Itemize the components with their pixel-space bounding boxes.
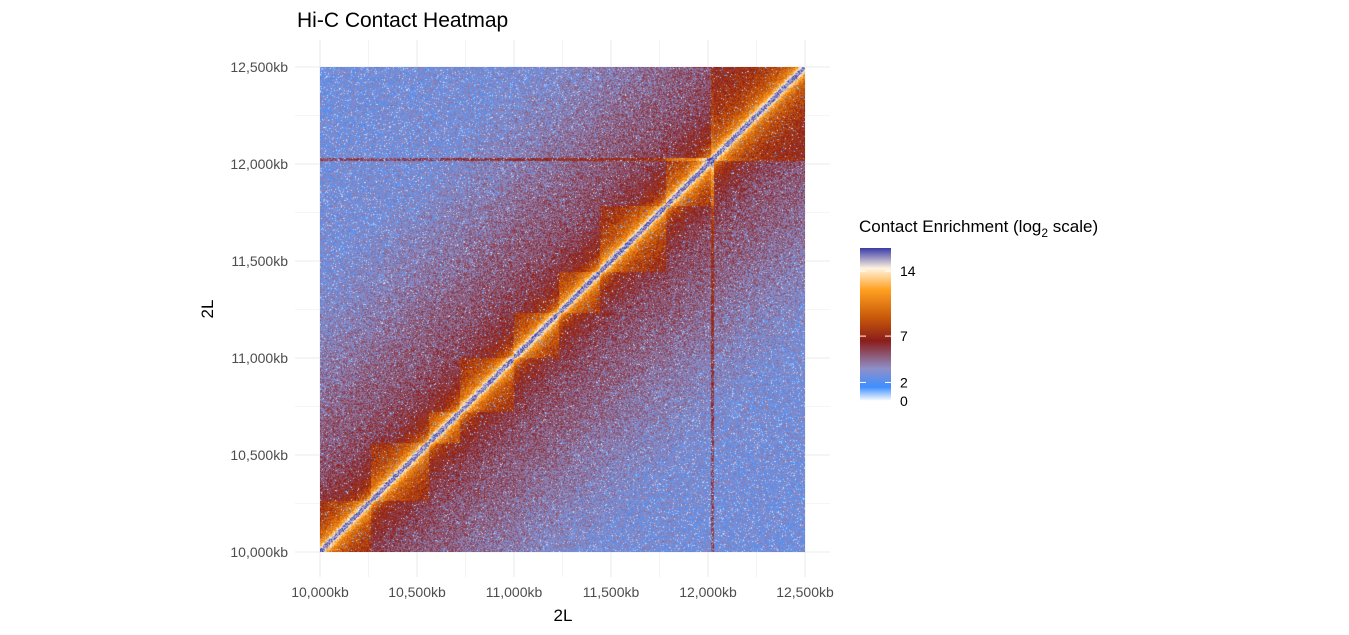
y-axis-ticks: 10,000kb 10,500kb 11,000kb 11,500kb 12,000kb… [230,59,288,560]
legend-tick-label: 0 [900,393,908,409]
legend-title-main: Contact Enrichment (log [859,217,1041,236]
x-tick-label: 10,000kb [291,584,349,600]
legend-ticks: 0 2 7 14 [860,263,916,409]
legend-title-subscript: 2 [1041,226,1048,240]
y-tick-label: 10,500kb [230,447,288,463]
legend-tick-label: 2 [900,374,908,390]
heatmap-area [320,67,805,552]
legend-title-end: scale) [1048,217,1098,236]
y-tick-label: 12,000kb [230,156,288,172]
x-tick-label: 10,500kb [388,584,446,600]
y-tick-label: 11,500kb [231,253,288,269]
chart-title: Hi-C Contact Heatmap [297,9,508,32]
x-tick-label: 12,500kb [776,584,834,600]
x-tick-label: 11,000kb [486,584,543,600]
y-tick-label: 12,500kb [230,59,288,75]
y-tick-label: 11,000kb [231,350,288,366]
x-tick-label: 12,000kb [679,584,737,600]
x-axis-label: 2L [554,606,573,625]
legend-tick-label: 14 [900,263,916,279]
y-tick-label: 10,000kb [230,544,288,560]
y-axis-label: 2L [198,300,217,319]
legend-title: Contact Enrichment (log2 scale) [859,217,1098,240]
legend-tick-label: 7 [900,328,908,344]
x-tick-label: 11,500kb [583,584,640,600]
legend-colorbar [860,248,891,401]
x-axis-ticks: 10,000kb 10,500kb 11,000kb 11,500kb 12,000kb… [291,584,834,600]
